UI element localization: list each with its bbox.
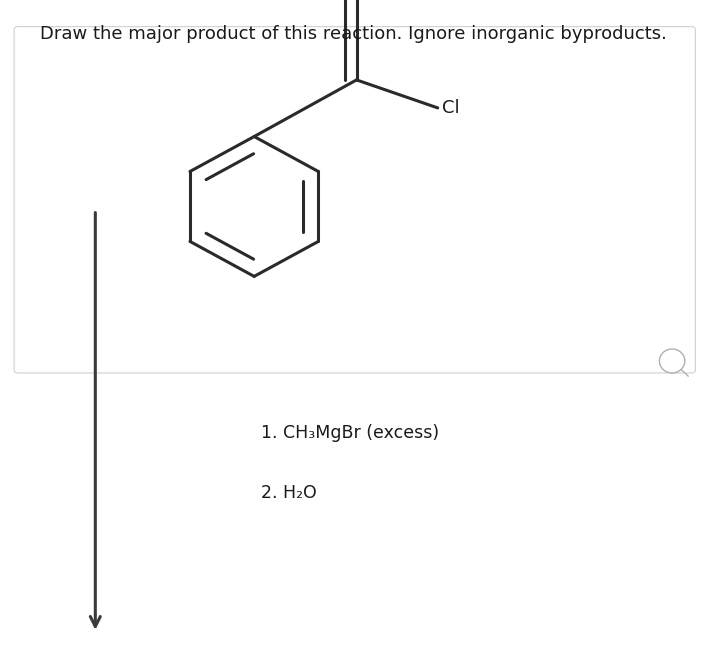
FancyBboxPatch shape [14,27,695,373]
Text: Cl: Cl [442,99,460,117]
Text: Draw the major product of this reaction. Ignore inorganic byproducts.: Draw the major product of this reaction.… [40,25,666,43]
Text: 1. CH₃MgBr (excess): 1. CH₃MgBr (excess) [261,424,439,442]
Text: 2. H₂O: 2. H₂O [261,484,317,502]
